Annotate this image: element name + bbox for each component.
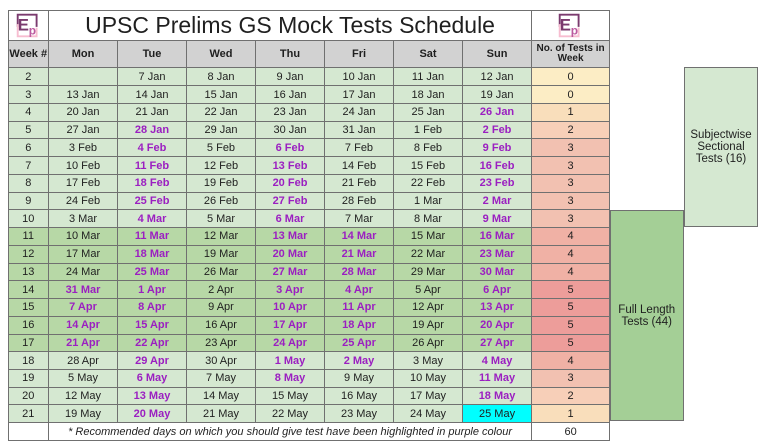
svg-text:E: E <box>560 15 571 34</box>
svg-text:p: p <box>571 24 578 38</box>
svg-text:p: p <box>29 24 36 38</box>
svg-text:E: E <box>17 15 28 34</box>
